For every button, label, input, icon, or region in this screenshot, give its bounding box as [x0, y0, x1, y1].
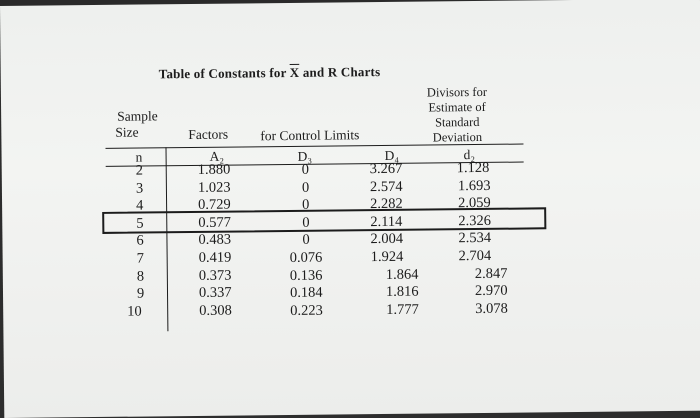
- cell-d3: 0.223: [290, 302, 323, 319]
- title-prefix: Table of Constants for: [158, 64, 290, 82]
- cell-d4: 2.574: [369, 178, 403, 195]
- header-control-limits: for Control Limits: [260, 127, 360, 144]
- cell-d3: 0: [301, 161, 310, 178]
- cell-a2: 1.023: [197, 179, 231, 196]
- cell-n: 4: [136, 197, 144, 214]
- cell-d3: 0.184: [289, 284, 323, 302]
- cell-d2: 2.847: [474, 265, 508, 282]
- cell-d2: 3.078: [475, 300, 508, 317]
- header-rule-top: [105, 143, 524, 150]
- cell-d2: 2.970: [474, 282, 508, 300]
- cell-a2: 1.880: [197, 161, 231, 178]
- cell-d2: 2.326: [458, 212, 491, 230]
- cell-d3: 0.076: [289, 249, 323, 266]
- table-title: Table of Constants for X and R Charts: [159, 64, 381, 82]
- title-x-bar: X: [289, 64, 300, 80]
- cell-d4: 2.114: [370, 213, 403, 230]
- cell-d4: 3.267: [369, 160, 403, 178]
- cell-a2: 0.729: [198, 196, 231, 214]
- cell-d3: 0.136: [289, 267, 323, 284]
- header-factors: Factors: [188, 126, 229, 143]
- cell-a2: 0.419: [198, 249, 232, 266]
- n-column-divider: [165, 147, 169, 332]
- cell-n: 9: [136, 285, 145, 302]
- title-suffix: and R Charts: [299, 64, 381, 80]
- cell-d3: 0: [301, 179, 310, 196]
- cell-d3: 0: [302, 214, 310, 231]
- cell-d2: 2.534: [458, 230, 492, 247]
- cell-n: 5: [136, 215, 144, 232]
- cell-d2: 2.704: [458, 247, 492, 265]
- cell-d2: 2.059: [458, 195, 491, 212]
- cell-n: 6: [136, 232, 144, 249]
- header-sample: Sample: [117, 108, 158, 124]
- header-divisors-line1: Divisors for: [426, 84, 488, 100]
- cell-d4: 1.816: [385, 283, 419, 301]
- header-divisors-line2: Estimate of: [428, 99, 486, 115]
- cell-d4: 2.282: [370, 195, 403, 213]
- cell-n: 8: [136, 268, 145, 285]
- cell-a2: 0.308: [199, 302, 232, 319]
- cell-n: 10: [127, 303, 142, 320]
- cell-a2: 0.577: [198, 214, 231, 231]
- cell-d3: 0: [302, 196, 310, 214]
- cell-a2: 0.337: [198, 284, 232, 302]
- cell-a2: 0.483: [198, 231, 232, 249]
- cell-d4: 1.777: [386, 301, 419, 318]
- cell-d3: 0: [302, 232, 310, 249]
- cell-d4: 1.924: [370, 248, 404, 266]
- cell-d2: 1.128: [456, 159, 490, 177]
- cell-n: 2: [135, 162, 144, 179]
- cell-n: 3: [135, 180, 144, 197]
- header-divisors-line3: Standard: [434, 114, 480, 130]
- cell-a2: 0.373: [198, 267, 232, 284]
- cell-d4: 1.864: [385, 266, 419, 283]
- cell-n: 7: [136, 250, 144, 267]
- cell-d4: 2.004: [370, 231, 404, 248]
- header-size: Size: [115, 124, 139, 140]
- bleed-through-text: [96, 53, 100, 68]
- header-divisors-line4: Deviation: [432, 129, 483, 145]
- cell-d2: 1.693: [457, 177, 491, 194]
